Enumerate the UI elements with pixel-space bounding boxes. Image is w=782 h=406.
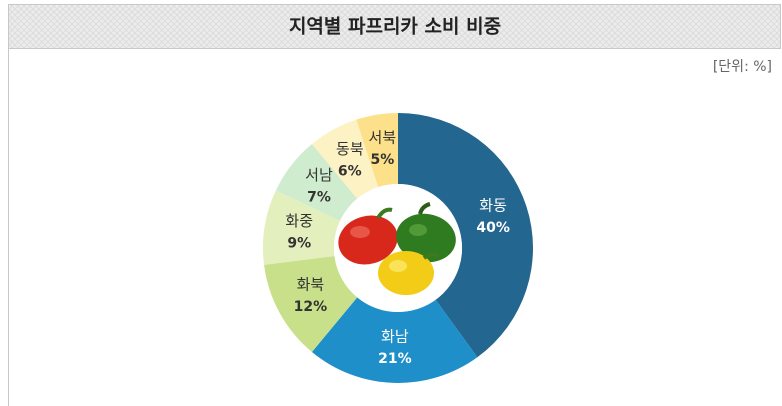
category-label: 화중 bbox=[285, 212, 313, 230]
value-label: 21% bbox=[378, 351, 412, 367]
value-label: 5% bbox=[370, 152, 394, 168]
slice bbox=[264, 256, 358, 353]
unit-label: [단위: %] bbox=[713, 59, 772, 75]
pepper-image bbox=[338, 202, 456, 295]
slice bbox=[311, 297, 478, 383]
labels: 화동 40% 화남 21% 화북 12% 화중 9% 서남 7% 동북 6% 서북 5% bbox=[285, 129, 509, 367]
category-label: 동북 bbox=[336, 140, 364, 158]
category-label: 화남 bbox=[381, 327, 409, 345]
value-label: 7% bbox=[307, 190, 331, 206]
value-label: 6% bbox=[338, 163, 362, 179]
slice bbox=[263, 190, 341, 265]
title-bar bbox=[8, 4, 781, 49]
category-label: 서남 bbox=[305, 166, 333, 184]
chart-title: 지역별 파프리카 소비 비중 bbox=[289, 16, 501, 38]
value-label: 9% bbox=[287, 235, 311, 251]
category-label: 화북 bbox=[297, 276, 325, 294]
category-label: 서북 bbox=[369, 129, 397, 147]
value-label: 40% bbox=[476, 220, 510, 236]
slice bbox=[275, 143, 358, 221]
slice bbox=[311, 119, 379, 199]
slices bbox=[263, 113, 533, 383]
value-label: 12% bbox=[294, 299, 328, 315]
slice bbox=[398, 113, 533, 358]
category-label: 화동 bbox=[479, 197, 507, 215]
slice bbox=[356, 113, 398, 188]
